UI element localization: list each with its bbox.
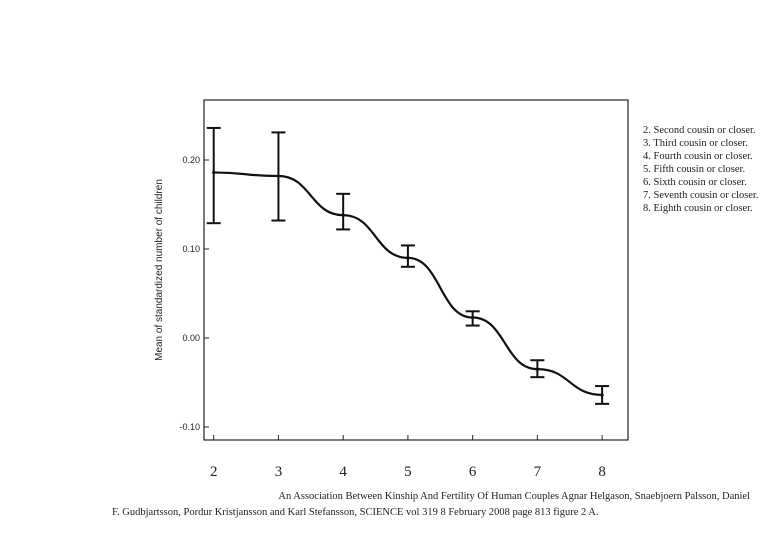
y-tick-label: 0.00 [182,333,200,343]
data-point [535,367,539,371]
x-tick-label: 8 [598,464,606,480]
data-point [341,213,345,217]
data-point [212,170,216,175]
data-point [600,393,604,397]
source-caption: An Association Between Kinship And Ferti… [112,489,762,521]
caption-line-1: An Association Between Kinship And Ferti… [278,491,750,502]
y-tick-label: 0.20 [182,155,200,165]
error-bar [336,192,351,231]
error-bar [400,244,415,268]
error-bar [206,126,221,225]
x-tick-label: 5 [404,464,412,480]
x-tick-label: 2 [210,464,218,480]
legend-item: 3. Third cousin or closer. [643,138,748,149]
x-tick-label: 6 [469,464,477,480]
legend-item: 4. Fourth cousin or closer. [643,151,753,162]
data-point [406,256,410,260]
legend-item: 2. Second cousin or closer. [643,125,756,136]
legend-item: 8. Eighth cousin or closer. [643,203,753,214]
legend-item: 5. Fifth cousin or closer. [643,164,746,175]
y-tick-label: -0.10 [179,422,200,432]
legend-item: 7. Seventh cousin or closer. [643,190,759,201]
plot-frame [203,99,629,441]
x-tick-label: 7 [534,464,542,480]
y-axis-label: Mean of standardized number of children [154,179,165,361]
data-point [471,315,475,320]
y-tick-label: 0.10 [182,244,200,254]
legend: 2. Second cousin or closer. 3. Third cou… [643,124,761,215]
series-line [213,171,603,397]
caption-line-2: F. Gudbjartsson, Pordur Kristjansson and… [112,507,599,518]
x-tick-label: 4 [339,464,347,480]
data-point [276,174,281,178]
legend-item: 6. Sixth cousin or closer. [643,177,747,188]
x-tick-label: 3 [275,464,283,480]
